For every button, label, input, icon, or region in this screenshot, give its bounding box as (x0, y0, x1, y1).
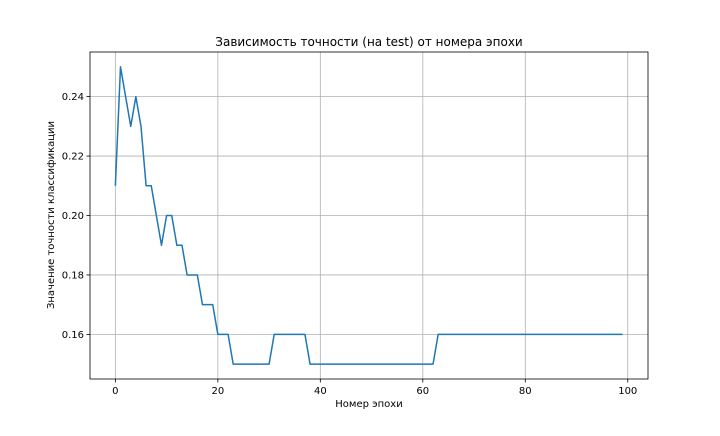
x-tick-label: 40 (314, 386, 327, 397)
y-tick-label: 0.20 (62, 211, 84, 222)
y-axis-ticks: 0.16 0.18 0.20 0.22 0.24 (62, 92, 90, 341)
series-layer (114, 66, 623, 365)
x-tick-label: 20 (211, 386, 224, 397)
x-axis-label: Номер эпохи (335, 399, 402, 410)
x-tick-label: 80 (519, 386, 532, 397)
chart-title: Зависимость точности (на test) от номера… (215, 35, 522, 49)
grid-layer (90, 52, 648, 379)
x-tick-label: 0 (112, 386, 118, 397)
y-axis-label: Значение точности классификации (46, 121, 57, 309)
x-tick-label: 60 (416, 386, 429, 397)
series-line (114, 66, 623, 365)
y-tick-label: 0.24 (62, 92, 84, 103)
x-tick-label: 100 (618, 386, 637, 397)
y-tick-label: 0.18 (62, 270, 84, 281)
y-tick-label: 0.16 (62, 330, 84, 341)
y-tick-label: 0.22 (62, 152, 84, 163)
x-axis-ticks: 0 20 40 60 80 100 (112, 379, 637, 397)
